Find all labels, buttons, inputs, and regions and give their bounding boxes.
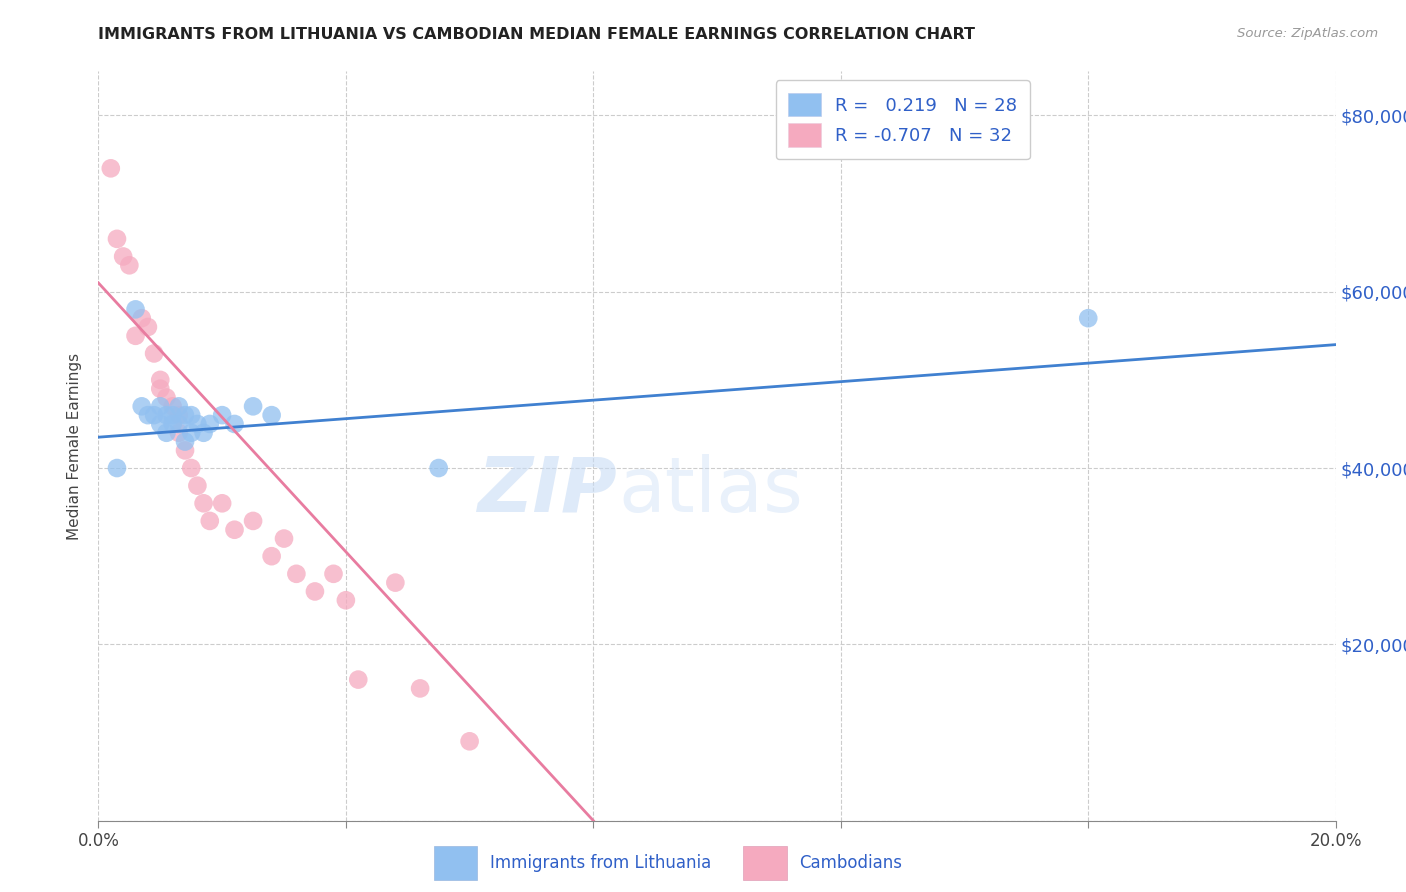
Point (149, 417, 172, 431)
Point (1077, 311, 1099, 326)
Bar (434, 846, 478, 880)
Point (186, 478, 208, 492)
Point (118, 258, 141, 272)
Point (167, 417, 190, 431)
Point (285, 566, 308, 581)
Point (162, 400, 184, 414)
Bar (744, 846, 787, 880)
Text: Cambodians: Cambodians (799, 854, 903, 872)
Legend: R =   0.219   N = 28, R = -0.707   N = 32: R = 0.219 N = 28, R = -0.707 N = 32 (776, 80, 1029, 160)
Point (174, 434, 197, 449)
Point (193, 496, 215, 510)
Point (304, 584, 326, 599)
Point (174, 443, 197, 458)
Point (136, 408, 159, 422)
Text: Immigrants from Lithuania: Immigrants from Lithuania (489, 854, 711, 872)
Point (143, 346, 166, 360)
Text: atlas: atlas (619, 454, 803, 528)
Point (193, 425, 215, 440)
Point (260, 549, 283, 564)
Point (174, 408, 197, 422)
Point (427, 461, 450, 475)
Point (149, 373, 172, 387)
Point (260, 408, 283, 422)
Point (162, 408, 184, 422)
Point (124, 302, 146, 317)
Point (198, 514, 221, 528)
Point (105, 461, 128, 475)
Point (384, 575, 406, 590)
Point (155, 425, 177, 440)
Point (273, 532, 295, 546)
Point (149, 400, 172, 414)
Point (124, 328, 146, 343)
Point (186, 417, 208, 431)
Point (224, 523, 246, 537)
Point (198, 417, 221, 431)
Point (167, 408, 190, 422)
Point (458, 734, 481, 748)
Point (180, 408, 202, 422)
Point (211, 408, 233, 422)
Text: ZIP: ZIP (478, 454, 619, 528)
Point (105, 232, 128, 246)
Point (409, 681, 432, 696)
Point (224, 417, 246, 431)
Point (131, 311, 153, 326)
Point (100, 161, 122, 176)
Point (167, 400, 190, 414)
Point (322, 566, 344, 581)
Point (155, 408, 177, 422)
Point (167, 425, 190, 440)
Point (112, 250, 135, 264)
Point (180, 425, 202, 440)
Point (155, 391, 177, 405)
Point (131, 400, 153, 414)
Point (335, 593, 357, 607)
Point (242, 514, 264, 528)
Point (347, 673, 370, 687)
Point (143, 408, 166, 422)
Point (180, 461, 202, 475)
Text: IMMIGRANTS FROM LITHUANIA VS CAMBODIAN MEDIAN FEMALE EARNINGS CORRELATION CHART: IMMIGRANTS FROM LITHUANIA VS CAMBODIAN M… (98, 27, 976, 42)
Point (242, 400, 264, 414)
Point (211, 496, 233, 510)
Text: Source: ZipAtlas.com: Source: ZipAtlas.com (1237, 27, 1378, 40)
Point (149, 382, 172, 396)
Point (136, 320, 159, 334)
Point (162, 417, 184, 431)
Y-axis label: Median Female Earnings: Median Female Earnings (67, 352, 83, 540)
